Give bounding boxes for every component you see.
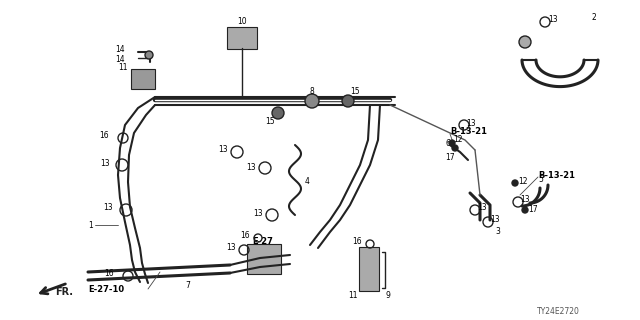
Text: 13: 13 [104, 204, 113, 212]
Text: 13: 13 [490, 214, 500, 223]
Text: 13: 13 [100, 158, 110, 167]
Text: E-27-10: E-27-10 [88, 285, 124, 294]
FancyBboxPatch shape [247, 244, 281, 274]
Text: E-27: E-27 [252, 237, 273, 246]
Text: 16: 16 [99, 132, 109, 140]
Text: 13: 13 [466, 118, 476, 127]
Text: 13: 13 [548, 15, 557, 25]
Text: 11: 11 [118, 63, 128, 73]
Text: 6: 6 [445, 139, 450, 148]
Text: 16: 16 [353, 236, 362, 245]
Text: 2: 2 [592, 13, 596, 22]
Text: 12: 12 [518, 178, 527, 187]
Text: B-13-21: B-13-21 [450, 127, 487, 137]
Circle shape [272, 107, 284, 119]
Text: 13: 13 [520, 195, 530, 204]
Circle shape [452, 145, 458, 151]
Circle shape [512, 180, 518, 186]
Text: 15: 15 [350, 86, 360, 95]
Text: 13: 13 [253, 209, 263, 218]
Text: 16: 16 [241, 230, 250, 239]
Text: 15: 15 [265, 117, 275, 126]
Circle shape [342, 95, 354, 107]
Text: 14: 14 [115, 55, 125, 65]
FancyBboxPatch shape [131, 69, 155, 89]
Text: 7: 7 [186, 281, 191, 290]
Text: TY24E2720: TY24E2720 [537, 308, 580, 316]
Text: 5: 5 [538, 175, 543, 185]
FancyBboxPatch shape [359, 247, 379, 291]
Text: 4: 4 [305, 178, 310, 187]
Circle shape [449, 140, 455, 146]
Circle shape [519, 36, 531, 48]
Text: 12: 12 [453, 135, 463, 145]
Text: 8: 8 [310, 86, 314, 95]
Text: 13: 13 [227, 244, 236, 252]
Text: 9: 9 [386, 291, 391, 300]
FancyBboxPatch shape [227, 27, 257, 49]
Text: 17: 17 [528, 205, 538, 214]
Circle shape [145, 51, 153, 59]
Circle shape [305, 94, 319, 108]
Text: FR.: FR. [55, 287, 73, 297]
Text: 14: 14 [115, 45, 125, 54]
Text: 13: 13 [246, 163, 256, 172]
Text: 16: 16 [104, 269, 114, 278]
Text: 13: 13 [218, 146, 228, 155]
Text: B-13-21: B-13-21 [538, 171, 575, 180]
Text: 1: 1 [88, 220, 93, 229]
Text: 10: 10 [237, 18, 247, 27]
Text: 13: 13 [477, 203, 486, 212]
Text: 17: 17 [445, 154, 454, 163]
Text: 11: 11 [349, 292, 358, 300]
Text: 3: 3 [495, 228, 500, 236]
Circle shape [522, 207, 528, 213]
